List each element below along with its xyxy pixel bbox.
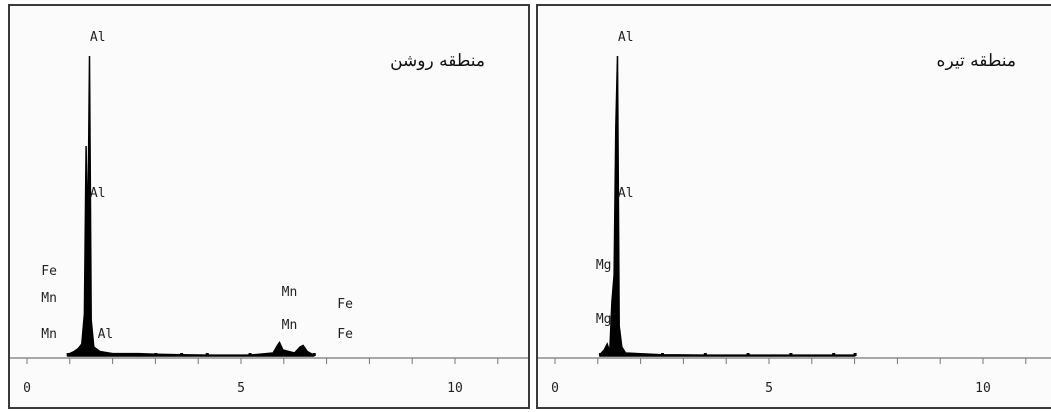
peak-label-fe: Fe	[41, 264, 57, 279]
noise-mark	[853, 353, 857, 356]
noise-mark	[789, 353, 793, 356]
peak-label-mn: Mn	[41, 291, 57, 306]
noise-mark	[205, 353, 209, 356]
noise-mark	[154, 353, 158, 356]
noise-mark	[66, 353, 70, 356]
peak-label-al: Al	[90, 186, 106, 201]
peak-label-mn: Mn	[282, 318, 298, 333]
noise-mark	[248, 353, 252, 356]
spectrum-series	[66, 55, 315, 357]
noise-mark	[624, 353, 628, 356]
noise-mark	[746, 353, 750, 356]
eds-spectrum-chart-left: منطقه روشن 0 5 10 Al Al Fe Mn Mn Al Mn Mn Fe Fe	[10, 30, 528, 396]
x-tick-label: 0	[551, 381, 559, 396]
x-tick-label: 5	[237, 381, 245, 396]
noise-mark	[598, 353, 602, 356]
noise-mark	[272, 353, 276, 356]
peak-label-al: Al	[98, 327, 114, 342]
eds-spectrum-panel-left: منطقه روشن 0 5 10 Al Al Fe Mn Mn Al Mn Mn Fe Fe	[8, 4, 530, 409]
peak-label-fe: Fe	[337, 297, 353, 312]
noise-mark	[111, 353, 115, 356]
peak-label-al: Al	[90, 30, 106, 45]
eds-spectrum-chart-right: منطقه تیره 0 5 10 Al Al Mg Mg	[538, 30, 1051, 396]
peak-label-fe: Fe	[337, 327, 353, 342]
x-tick-label: 5	[765, 381, 773, 396]
peak-label-mn: Mn	[282, 285, 298, 300]
x-tick-label: 10	[975, 381, 991, 396]
noise-mark	[661, 353, 664, 356]
noise-mark	[180, 353, 184, 356]
peak-label-mg: Mg	[596, 312, 612, 327]
x-tick-label: 0	[23, 381, 31, 396]
peak-label-al: Al	[618, 186, 634, 201]
x-tick-label: 10	[447, 381, 463, 396]
noise-mark	[137, 353, 141, 356]
peak-label-mn: Mn	[41, 327, 57, 342]
spectrum-series	[599, 55, 856, 357]
noise-mark	[832, 353, 836, 356]
region-title: منطقه روشن	[390, 51, 485, 71]
noise-mark	[312, 353, 316, 356]
peak-label-al: Al	[618, 30, 634, 45]
peak-label-mg: Mg	[596, 258, 612, 273]
eds-spectrum-panel-right: منطقه تیره 0 5 10 Al Al Mg Mg	[536, 4, 1051, 409]
region-title: منطقه تیره	[937, 51, 1016, 71]
noise-mark	[293, 353, 297, 356]
noise-mark	[703, 353, 707, 356]
